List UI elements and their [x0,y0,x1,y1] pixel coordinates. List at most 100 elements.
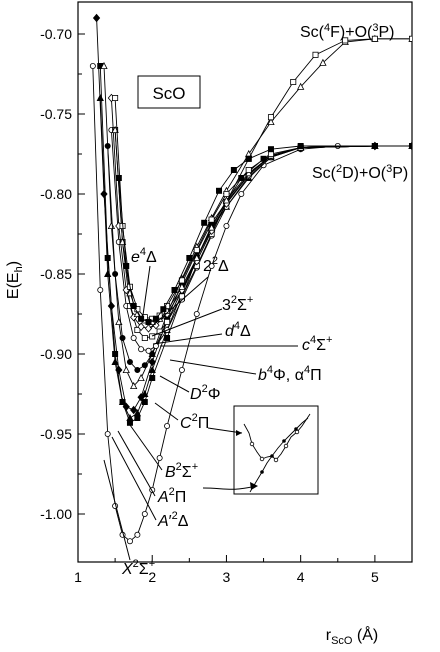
state-label-d4Delta: d4Δ [225,320,251,340]
data-point [123,262,130,269]
y-tick-label: -0.75 [40,106,72,122]
data-point [137,373,145,382]
data-point [130,405,138,415]
data-point [115,174,122,181]
state-labels: e4Δ 22Δ 32Σ+ d4Δ c4Σ+ b4Φ, α4Π D2Φ C2Π B… [121,246,332,578]
data-point [130,334,137,341]
data-point [193,253,201,262]
data-point [89,63,96,70]
data-point [193,310,200,317]
data-point [137,322,145,332]
data-point [141,362,148,369]
data-point [104,142,111,149]
y-tick-label: -0.80 [40,186,72,202]
data-point [112,95,119,102]
x-tick-label: 1 [74,569,82,585]
data-point [100,189,108,199]
x-tick-label: 4 [297,569,305,585]
data-point [107,221,116,230]
zoom-inset [202,405,319,495]
data-point [104,430,111,437]
data-point [371,35,378,42]
data-point [245,155,252,162]
y-axis-ticks: -1.00 -0.95 -0.90 -0.85 -0.80 -0.75 -0.70 [40,26,85,522]
data-point [148,365,156,374]
data-point [138,346,145,353]
data-point [160,306,167,313]
y-tick-label: -0.85 [40,266,72,282]
data-point [223,222,230,229]
data-point [297,82,305,90]
title-box [137,75,201,109]
data-point [222,196,231,204]
data-point [193,246,200,253]
data-point [312,51,319,58]
data-point [164,422,171,429]
y-tick-label: -0.90 [40,346,72,362]
data-point [112,350,119,357]
data-point [141,510,148,517]
state-label-22Delta: 22Δ [203,255,229,275]
data-point [208,216,215,223]
data-point [141,398,148,405]
x-axis-ticks: 1 2 3 4 5 [74,555,379,585]
data-point [208,262,215,269]
data-point [267,117,275,125]
data-point [290,79,297,86]
data-point [119,334,126,341]
asymptote-label-lower: Sc(2D)+O(3P) [312,163,408,182]
data-point [319,58,327,66]
data-point [111,357,119,366]
data-point [267,114,274,121]
data-point [126,538,133,545]
data-point [178,282,186,290]
data-point [97,286,104,293]
state-label-A2Pi: A2Π [157,486,186,506]
state-label-b4Phi-a4Pi: b4Φ, α4Π [258,364,322,384]
data-point [148,357,156,367]
state-label-X2Sigma: X2Σ+ [121,558,155,578]
data-point [107,301,116,311]
state-label-e4Delta: e4Δ [131,246,157,266]
series-layer [89,13,412,545]
state-label-Aprime2Delta: A′2Δ [157,510,189,530]
data-point [230,166,237,173]
x-tick-label: 3 [223,569,231,585]
data-point [156,454,163,461]
chart-title: ScO [152,84,185,103]
y-tick-label: -1.00 [40,506,72,522]
data-point [152,315,159,322]
state-label-D2Phi: D2Φ [190,383,220,403]
data-point [126,358,133,365]
data-point [134,366,141,373]
data-point [267,146,274,153]
data-point [171,286,178,293]
data-point [122,402,130,412]
data-point [141,389,149,398]
y-tick-label: -0.70 [40,26,72,42]
state-label-32Sigma: 32Σ+ [222,294,253,314]
data-point [133,409,142,417]
data-point [201,219,208,226]
state-label-C2Pi: C2Π [180,412,209,432]
x-tick-label: 2 [148,569,156,585]
data-point [186,254,193,261]
data-point [149,350,156,357]
data-point [130,381,138,390]
x-axis-label: rScO (Å) [326,625,379,647]
data-point [118,397,127,406]
y-axis-label: E(Eh) [5,261,25,299]
data-point [112,270,119,277]
data-point [178,366,185,373]
data-point [408,35,412,42]
data-point [238,190,245,197]
data-point [141,334,148,341]
data-point [126,413,134,422]
data-point [115,365,123,375]
data-point [134,326,141,333]
data-point [245,166,252,173]
data-point [297,142,304,149]
y-tick-label: -0.95 [40,426,72,442]
data-point [223,190,230,197]
